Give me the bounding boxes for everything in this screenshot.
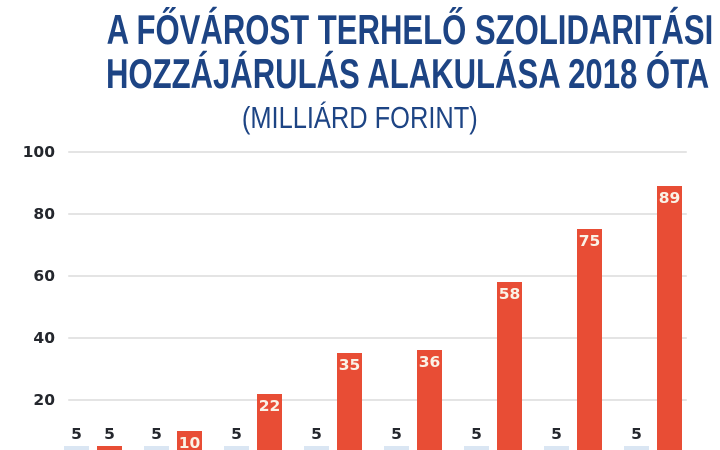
y-tick-label: 100 (22, 143, 55, 162)
y-tick-label: 20 (33, 390, 55, 409)
chart-header: A FŐVÁROST TERHELŐ SZOLIDARITÁSI HOZZÁJÁ… (0, 8, 720, 134)
bar-value-label: 5 (631, 425, 642, 444)
bar-light-blue (544, 446, 569, 450)
bar-light-blue (464, 446, 489, 450)
bar-light-blue (144, 446, 169, 450)
bar-light-blue (224, 446, 249, 450)
bar-value-label: 75 (578, 232, 601, 251)
bar-red (337, 353, 362, 450)
bar-value-label: 58 (498, 285, 521, 304)
y-tick-label: 40 (33, 328, 55, 347)
bar-light-blue (384, 446, 409, 450)
chart-title-line-2: HOZZÁJÁRULÁS ALAKULÁSA 2018 ÓTA (0, 52, 720, 96)
bar-red (577, 229, 602, 450)
bar-red (417, 350, 442, 450)
bar-light-blue (624, 446, 649, 450)
bar-value-label: 5 (151, 425, 162, 444)
bar-value-label: 10 (178, 433, 201, 450)
bar-red (657, 186, 682, 450)
gridline (68, 274, 687, 277)
bar-value-label: 5 (71, 425, 82, 444)
bar-value-label: 5 (551, 425, 562, 444)
bar-value-label: 5 (311, 425, 322, 444)
gridline (68, 336, 687, 339)
bar-value-label: 5 (104, 425, 115, 444)
chart-title-line-1: A FŐVÁROST TERHELŐ SZOLIDARITÁSI (0, 8, 720, 52)
bar-value-label: 5 (391, 425, 402, 444)
bar-light-blue (304, 446, 329, 450)
gridline (68, 213, 687, 215)
bar-value-label: 36 (418, 353, 441, 372)
bar-red (97, 446, 122, 450)
chart-title-line-1-text: A FŐVÁROST TERHELŐ SZOLIDARITÁSI (106, 6, 714, 53)
bar-red (257, 393, 282, 450)
y-tick-label: 80 (33, 205, 55, 223)
bar-value-label: 5 (231, 425, 242, 444)
bar-red (497, 282, 522, 450)
chart-subtitle: (MILLIÁRD FORINT) (0, 102, 720, 134)
bar-value-label: 35 (338, 356, 361, 375)
bar-red (177, 430, 202, 450)
chart-title-line-2-text: HOZZÁJÁRULÁS ALAKULÁSA 2018 ÓTA (105, 50, 710, 97)
bar-value-label: 5 (471, 425, 482, 444)
y-tick-label: 60 (33, 266, 55, 285)
gridline (68, 151, 687, 154)
gridline (68, 398, 687, 401)
chart-subtitle-text: (MILLIÁRD FORINT) (242, 100, 478, 135)
bar-light-blue (64, 446, 89, 450)
bar-value-label: 22 (258, 396, 281, 415)
bar-value-label: 89 (658, 189, 681, 208)
